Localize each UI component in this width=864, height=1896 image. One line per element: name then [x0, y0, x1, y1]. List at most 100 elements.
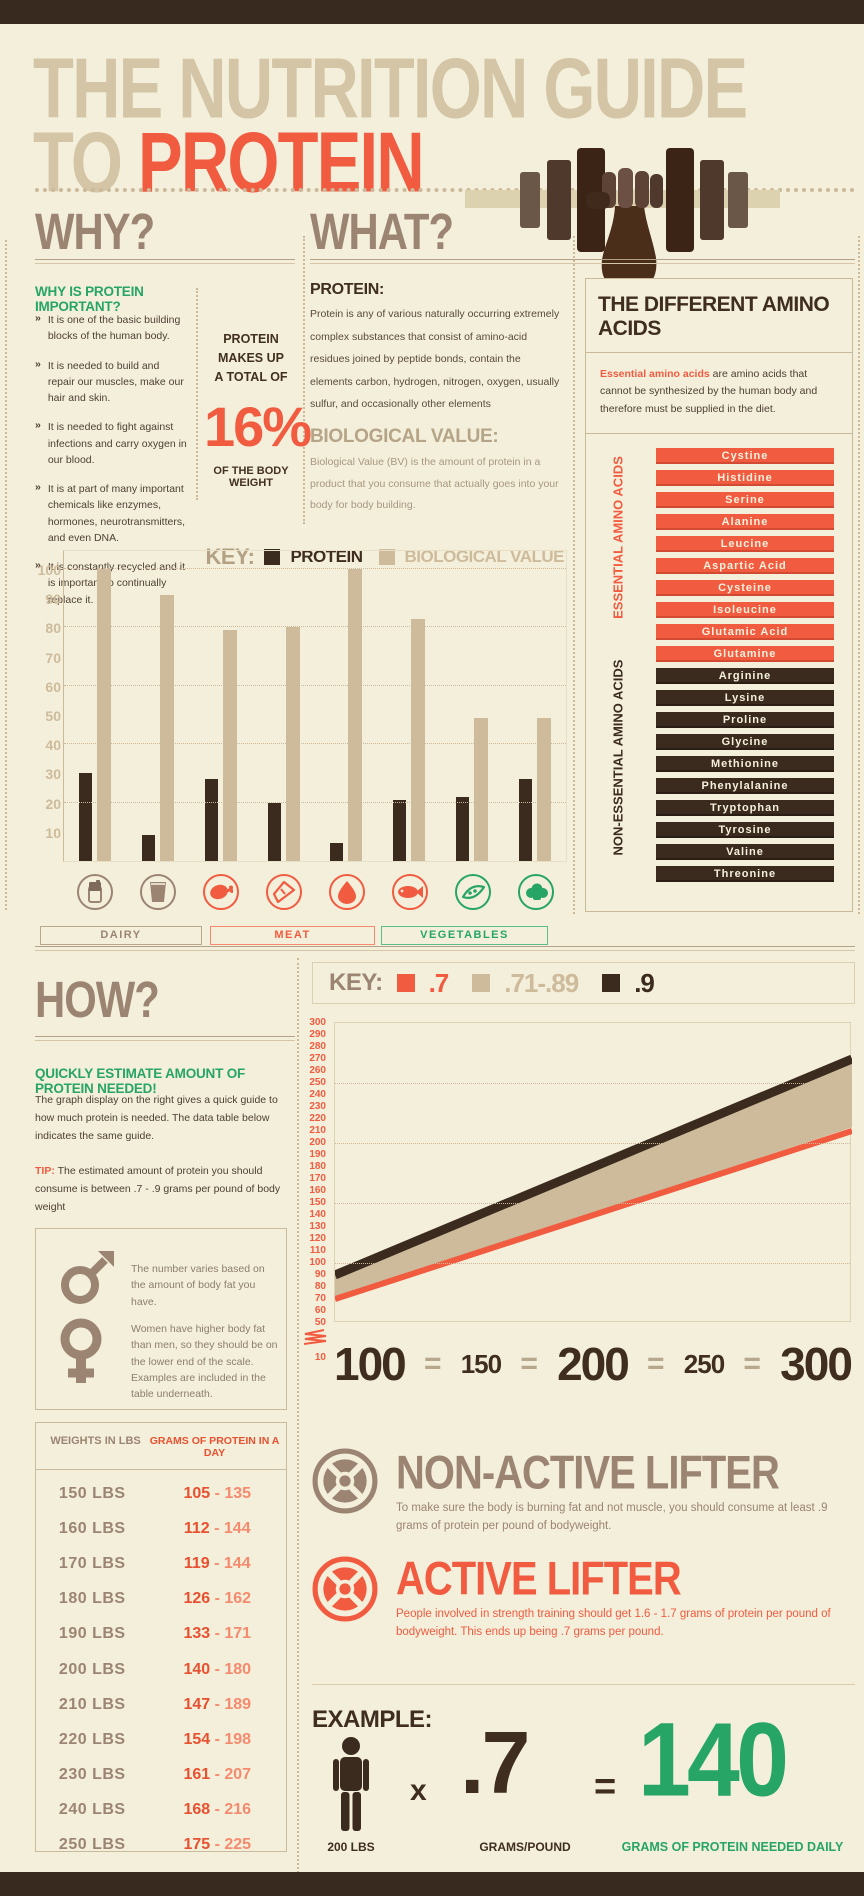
page-title-line1: THE NUTRITION GUIDE: [33, 41, 748, 137]
range-dash: -: [210, 1730, 225, 1748]
protein-range-cell: 168 - 216: [149, 1801, 287, 1819]
range-min: 154: [183, 1730, 211, 1748]
what-section-heading: WHAT?: [310, 204, 454, 261]
key-swatch-09: [602, 974, 621, 992]
active-lifter-icon: [312, 1556, 378, 1627]
line-key-label: KEY:: [329, 969, 383, 996]
whey-protein-icon: [76, 874, 113, 910]
tip-paragraph: TIP: The estimated amount of protein you…: [35, 1163, 287, 1217]
range-max: 144: [223, 1519, 251, 1537]
amino-bar: Serine: [656, 491, 834, 508]
range-dash: -: [210, 1766, 225, 1784]
line-axis-tick: 220: [309, 1113, 326, 1124]
example-result: 140: [638, 1701, 789, 1819]
protein-range-cell: 175 - 225: [149, 1836, 287, 1854]
estimate-heading: QUICKLY ESTIMATE AMOUNT OF PROTEIN NEEDE…: [35, 1066, 246, 1096]
amino-bar: Methionine: [656, 755, 834, 772]
broccoli-icon: [517, 874, 554, 910]
why-list-item: » It is needed to build and repair our mu…: [35, 358, 187, 407]
range-min: 161: [183, 1766, 211, 1784]
protein-bar: [330, 843, 344, 861]
line-axis-tick: 190: [309, 1149, 326, 1160]
protein-range-cell: 140 - 180: [149, 1661, 287, 1679]
table-row: 210 LBS 147 - 189: [36, 1687, 286, 1722]
range-dash: -: [210, 1801, 225, 1819]
why-list-item: » It is at part of many important chemica…: [35, 481, 187, 546]
band-71-89: [335, 1062, 852, 1298]
food-icon-row: [63, 874, 567, 910]
line-gridline: [335, 1083, 850, 1084]
line-axis-tick: 180: [309, 1161, 326, 1172]
protein-definition-body: Protein is any of various naturally occu…: [310, 308, 560, 411]
amino-bar: Valine: [656, 843, 834, 860]
line-axis-tick: 250: [309, 1077, 326, 1088]
protein-bar: [79, 773, 93, 861]
amino-bar: Phenylalanine: [656, 777, 834, 794]
why-rule: [35, 259, 295, 264]
amino-desc-highlight: Essential amino acids: [600, 368, 710, 380]
why-item-text: It is needed to fight against infections…: [47, 421, 187, 466]
key-text-band: .71-.89: [504, 967, 579, 998]
barbell-hand-icon: [465, 148, 780, 286]
amino-bar: Isoleucine: [656, 601, 834, 618]
female-icon: [56, 1317, 120, 1394]
line-axis-tick: 100: [309, 1257, 326, 1268]
range-max: 171: [224, 1625, 252, 1643]
amino-bars-area: ESSENTIAL AMINO ACIDS NON-ESSENTIAL AMIN…: [586, 434, 852, 882]
table-row: 250 LBS 175 - 225: [36, 1828, 286, 1863]
bar-group-milk-glass: [127, 551, 190, 861]
bv-bar: [97, 569, 112, 861]
vegetables-group-label: VEGETABLES: [381, 926, 548, 945]
line-axis-tick: 160: [309, 1185, 326, 1196]
why-list-item: » It is constantly recycled and it is imp…: [35, 559, 187, 608]
table-header-row: WEIGHTS IN LBS GRAMS OF PROTEIN IN A DAY: [36, 1423, 286, 1470]
range-dash: -: [210, 1836, 225, 1854]
weight-cell: 180 LBS: [58, 1590, 126, 1608]
why-item-text: It is at part of many important chemical…: [47, 483, 185, 544]
range-dash: -: [209, 1519, 224, 1537]
key-text-09: .9: [634, 967, 655, 998]
table-col2-header: GRAMS OF PROTEIN IN A DAY: [149, 1435, 280, 1459]
protein-bar: [142, 834, 156, 861]
table-row: 150 LBS 105 - 135: [36, 1476, 286, 1511]
line-axis-tick: 110: [309, 1245, 326, 1256]
bar-key-label: KEY:: [205, 544, 255, 569]
line-plot: [334, 1022, 852, 1322]
equals-separator: =: [743, 1347, 761, 1380]
example-heading: EXAMPLE:: [312, 1706, 433, 1733]
meat-group-label: MEAT: [210, 926, 375, 945]
protein-range-cell: 119 - 144: [149, 1555, 287, 1573]
protein-range-cell: 147 - 189: [149, 1696, 287, 1714]
milk-glass-icon: [139, 874, 176, 910]
essential-amino-acids-label: ESSENTIAL AMINO ACIDS: [610, 456, 626, 619]
bar-groups: [64, 551, 566, 861]
weight-cell: 210 LBS: [58, 1695, 126, 1713]
weight-cell: 200 LBS: [58, 1660, 126, 1678]
bv-bar: [473, 717, 488, 861]
line-axis-tick: 230: [309, 1101, 326, 1112]
range-dash: -: [210, 1625, 225, 1643]
amino-bar: Cystine: [656, 447, 834, 464]
table-col1-header: WEIGHTS IN LBS: [50, 1435, 141, 1447]
example-result-label: GRAMS OF PROTEIN NEEDED DAILY: [621, 1840, 844, 1854]
bv-bar: [222, 630, 237, 861]
range-max: 216: [224, 1801, 252, 1819]
bar-gridline: [64, 684, 566, 686]
line-axis-tick: 170: [309, 1173, 326, 1184]
range-dash: -: [210, 1660, 225, 1678]
male-note: The number varies based on the amount of…: [131, 1263, 265, 1308]
key-swatch-07: [396, 974, 415, 992]
amino-bar: Leucine: [656, 535, 834, 552]
bullet-marker: »: [35, 559, 41, 572]
line-axis-tick: 280: [309, 1041, 326, 1052]
bar-axis-tick: 10: [45, 824, 61, 841]
x-axis-tick: 300: [780, 1338, 853, 1390]
why-item-text: It is constantly recycled and it is impo…: [47, 561, 185, 606]
amino-bar: Lysine: [656, 689, 834, 706]
axis-break-squiggle: [302, 1328, 328, 1351]
what-amino-dotted-divider: [573, 236, 575, 914]
bar-group-egg: [315, 551, 378, 861]
amino-desc-rest: are amino acids that cannot be synthesiz…: [600, 368, 818, 415]
bar-group-chicken: [190, 551, 253, 861]
